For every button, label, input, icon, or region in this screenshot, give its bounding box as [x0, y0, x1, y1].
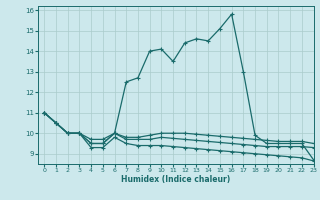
X-axis label: Humidex (Indice chaleur): Humidex (Indice chaleur) [121, 175, 231, 184]
